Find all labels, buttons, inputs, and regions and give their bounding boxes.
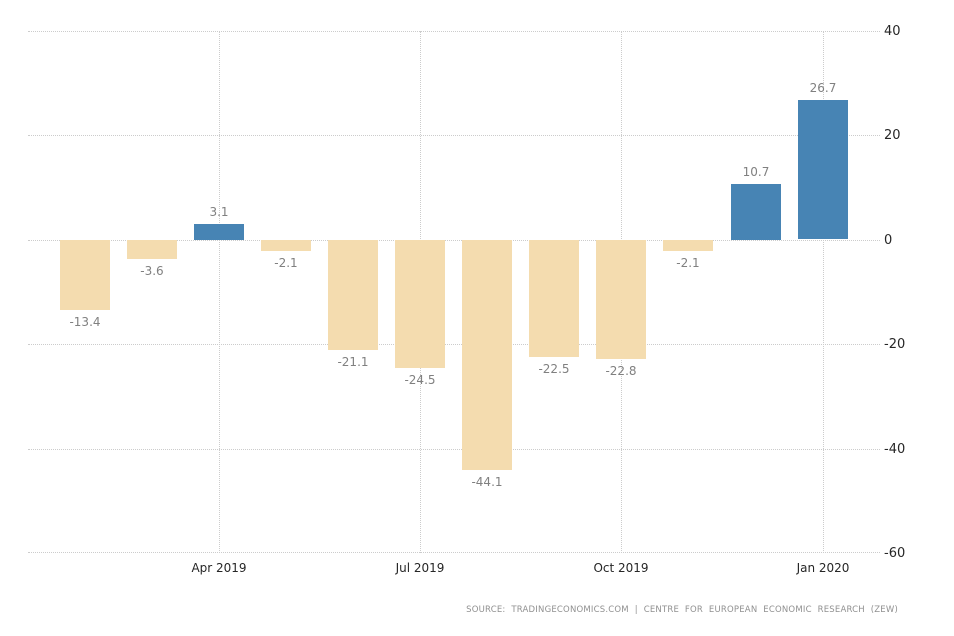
- bar-value-label: -2.1: [676, 256, 700, 270]
- bar-value-label: 3.1: [209, 205, 229, 219]
- x-tick-label: Jan 2020: [796, 561, 850, 575]
- bar: [261, 240, 311, 251]
- bar: [60, 240, 110, 310]
- x-tick-label: Oct 2019: [593, 561, 649, 575]
- gridline-horizontal: [28, 344, 880, 346]
- bar-value-label: 26.7: [809, 81, 837, 95]
- gridline-horizontal: [28, 448, 880, 450]
- gridline-vertical: [823, 31, 824, 553]
- bar-value-label: -44.1: [471, 475, 503, 489]
- y-tick-label: -20: [884, 337, 906, 352]
- source-text: SOURCE: TRADINGECONOMICS.COM | CENTRE FO…: [466, 605, 898, 615]
- bar-value-label: -2.1: [274, 256, 298, 270]
- bar-value-label: -24.5: [404, 373, 436, 387]
- y-tick-label: 40: [884, 24, 901, 39]
- bar-value-label: -22.5: [538, 362, 570, 376]
- bar: [462, 240, 512, 470]
- bar: [663, 240, 713, 251]
- x-tick-label: Jul 2019: [395, 561, 445, 575]
- bar-value-label: -13.4: [69, 315, 101, 329]
- bar: [194, 224, 244, 240]
- gridline-horizontal: [28, 239, 880, 241]
- gridline-horizontal: [28, 31, 880, 32]
- bar-value-label: -21.1: [337, 355, 369, 369]
- bar-value-label: -22.8: [605, 364, 637, 378]
- bar-value-label: 10.7: [742, 165, 770, 179]
- bar: [731, 184, 781, 240]
- y-tick-label: 20: [884, 128, 901, 143]
- y-tick-label: -40: [884, 442, 906, 457]
- bar: [529, 240, 579, 357]
- bar: [127, 240, 177, 259]
- gridline-horizontal: [28, 135, 880, 137]
- plot-area: -13.4 -3.6 3.1 -2.1 -21.1 -24.5 -44.1 -22.5 -22.…: [28, 31, 880, 553]
- gridline-horizontal: [28, 552, 880, 553]
- gridline-vertical: [219, 31, 220, 553]
- bar: [596, 240, 646, 359]
- y-tick-label: 0: [884, 233, 893, 248]
- x-tick-label: Apr 2019: [191, 561, 247, 575]
- bar: [395, 240, 445, 368]
- bar: [328, 240, 378, 350]
- bar: [798, 100, 848, 239]
- bar-value-label: -3.6: [140, 264, 164, 278]
- y-tick-label: -60: [884, 546, 906, 561]
